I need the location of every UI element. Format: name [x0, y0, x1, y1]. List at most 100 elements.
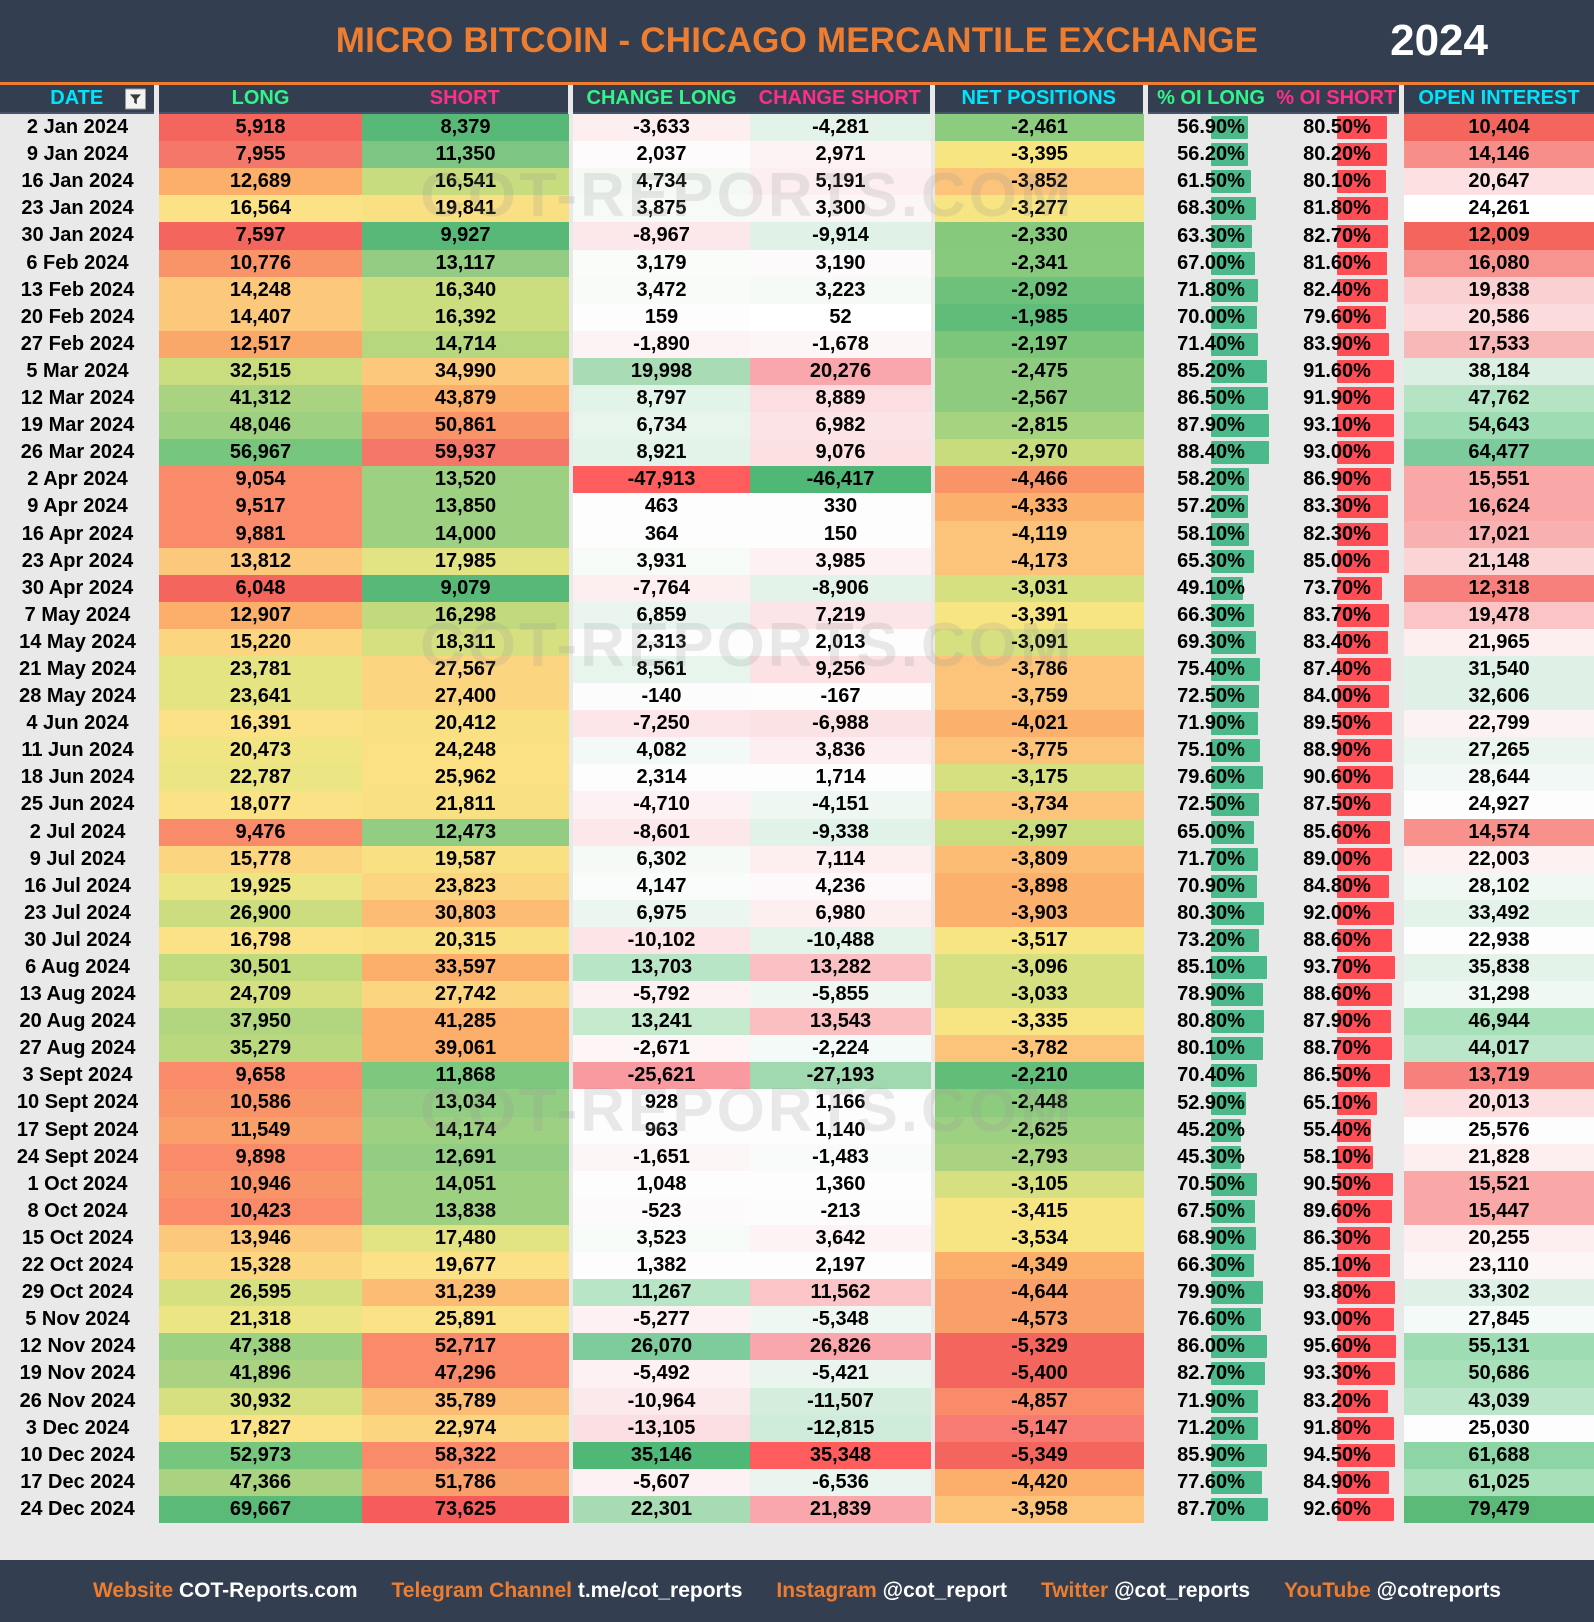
cell-oi-short: 93.00% [1274, 439, 1400, 467]
cell-short: 51,786 [362, 1468, 569, 1496]
table-row: 26 Mar 2024 56,967 59,937 8,921 9,076 -2,970 8… [0, 439, 1594, 467]
cell-date: 6 Feb 2024 [0, 249, 155, 277]
cell-change-long: 4,147 [573, 872, 750, 900]
col-sep [931, 412, 935, 440]
cell-change-long: 3,875 [573, 195, 750, 223]
col-sep [1400, 872, 1404, 900]
column-header-oi-short[interactable]: % OI SHORT [1274, 85, 1402, 115]
col-sep [1144, 872, 1148, 900]
cell-oi-short: 85.10% [1274, 1252, 1400, 1280]
col-sep [1400, 1062, 1404, 1090]
col-sep [1144, 330, 1148, 358]
col-sep [931, 818, 935, 846]
cell-open-interest: 32,606 [1404, 683, 1594, 711]
cell-open-interest: 16,080 [1404, 249, 1594, 277]
col-sep [569, 330, 573, 358]
cell-short: 13,034 [362, 1089, 569, 1117]
column-header-open-interest[interactable]: OPEN INTEREST [1404, 85, 1594, 115]
column-header-change-short[interactable]: CHANGE SHORT [750, 85, 933, 115]
col-sep [931, 655, 935, 684]
cell-change-short: 1,360 [750, 1170, 931, 1198]
cell-open-interest: 21,965 [1404, 628, 1594, 656]
column-header-date[interactable]: DATE [0, 85, 157, 115]
cell-oi-long: 65.30% [1148, 547, 1274, 575]
col-sep [931, 926, 935, 954]
table-header-row: DATE LONG SHORT CHANGE LONG CHANGE SHORT… [0, 85, 1594, 115]
column-header-net-positions[interactable]: NET POSITIONS [935, 85, 1146, 115]
column-header-change-long[interactable]: CHANGE LONG [573, 85, 750, 115]
footer-item-youtube[interactable]: YouTube @cotreports [1284, 1579, 1501, 1603]
column-header-short[interactable]: SHORT [362, 85, 571, 115]
col-sep [155, 1333, 159, 1361]
table-row: 2 Jan 2024 5,918 8,379 -3,633 -4,281 -2,461 56… [0, 113, 1594, 142]
col-sep [1144, 1387, 1148, 1415]
cell-date: 10 Dec 2024 [0, 1441, 155, 1469]
cell-oi-short: 88.90% [1274, 737, 1400, 765]
table-row: 14 May 2024 15,220 18,311 2,313 2,013 -3,091 6… [0, 628, 1594, 656]
cell-open-interest: 38,184 [1404, 357, 1594, 386]
table-row: 7 May 2024 12,907 16,298 6,859 7,219 -3,391 66… [0, 601, 1594, 629]
cell-long: 52,973 [159, 1441, 362, 1469]
col-sep [1400, 357, 1404, 386]
col-sep [1400, 1252, 1404, 1280]
cell-change-short: -10,488 [750, 926, 931, 954]
cell-change-short: 9,256 [750, 655, 931, 684]
col-sep [155, 1468, 159, 1496]
col-sep [931, 249, 935, 277]
filter-funnel-icon[interactable] [124, 88, 146, 110]
cell-net-positions: -3,898 [935, 872, 1144, 900]
column-header-oi-long[interactable]: % OI LONG [1148, 85, 1274, 115]
col-sep [931, 981, 935, 1009]
table-row: 22 Oct 2024 15,328 19,677 1,382 2,197 -4,349 6… [0, 1252, 1594, 1280]
cell-net-positions: -5,147 [935, 1414, 1144, 1442]
footer-item-instagram[interactable]: Instagram @cot_report [776, 1579, 1007, 1603]
cell-change-short: -9,338 [750, 818, 931, 846]
cell-short: 35,789 [362, 1387, 569, 1415]
col-sep [931, 872, 935, 900]
cell-change-long: -5,492 [573, 1360, 750, 1388]
col-sep [931, 1143, 935, 1171]
cell-open-interest: 15,447 [1404, 1197, 1594, 1225]
col-sep [1144, 899, 1148, 927]
cell-change-long: 4,734 [573, 168, 750, 196]
col-sep [931, 141, 935, 169]
cell-net-positions: -3,534 [935, 1224, 1144, 1253]
col-sep [1144, 601, 1148, 629]
col-sep [569, 872, 573, 900]
col-sep [569, 141, 573, 169]
cell-open-interest: 31,540 [1404, 655, 1594, 684]
cell-net-positions: -2,197 [935, 330, 1144, 358]
footer-item-website[interactable]: Website COT-Reports.com [93, 1579, 358, 1603]
cell-change-long: 6,975 [573, 899, 750, 927]
cell-open-interest: 17,021 [1404, 520, 1594, 548]
cell-date: 4 Jun 2024 [0, 710, 155, 738]
page-title: MICRO BITCOIN - CHICAGO MERCANTILE EXCHA… [335, 21, 1259, 60]
cell-change-long: -140 [573, 683, 750, 711]
col-sep [1144, 1414, 1148, 1442]
col-sep [1144, 1008, 1148, 1036]
cell-oi-short: 89.00% [1274, 845, 1400, 873]
cell-net-positions: -2,625 [935, 1116, 1144, 1144]
cell-oi-long: 66.30% [1148, 601, 1274, 629]
table-row: 25 Jun 2024 18,077 21,811 -4,710 -4,151 -3,73… [0, 791, 1594, 819]
col-sep [569, 195, 573, 223]
footer-item-telegram[interactable]: Telegram Channel t.me/cot_reports [392, 1579, 743, 1603]
cell-change-long: 8,797 [573, 385, 750, 413]
cell-oi-short: 93.00% [1274, 1306, 1400, 1334]
cell-long: 21,318 [159, 1306, 362, 1334]
col-sep [155, 764, 159, 792]
column-header-long[interactable]: LONG [159, 85, 362, 115]
col-sep [569, 1008, 573, 1036]
col-sep [1400, 1468, 1404, 1496]
cell-change-long: 3,179 [573, 249, 750, 277]
cell-date: 3 Dec 2024 [0, 1414, 155, 1442]
cell-long: 15,778 [159, 845, 362, 873]
table-row: 1 Oct 2024 10,946 14,051 1,048 1,360 -3,105 70… [0, 1170, 1594, 1198]
cell-net-positions: -2,341 [935, 249, 1144, 277]
cell-date: 20 Feb 2024 [0, 303, 155, 331]
cell-long: 10,423 [159, 1197, 362, 1225]
cell-date: 17 Sept 2024 [0, 1116, 155, 1144]
footer-item-twitter[interactable]: Twitter @cot_reports [1041, 1579, 1250, 1603]
cell-net-positions: -3,033 [935, 981, 1144, 1009]
table-row: 13 Aug 2024 24,709 27,742 -5,792 -5,855 -3,03… [0, 981, 1594, 1009]
